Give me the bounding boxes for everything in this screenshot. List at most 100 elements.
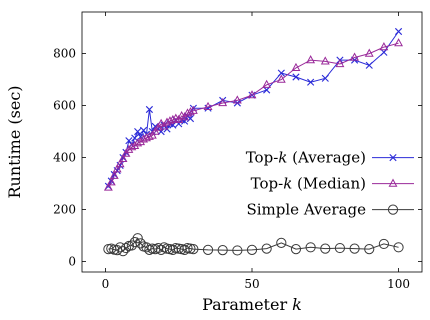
triangle-marker <box>103 182 113 191</box>
circle-marker <box>202 244 214 255</box>
circle-marker <box>135 238 146 249</box>
y-tick-label: 800 <box>53 47 76 61</box>
x-marker <box>389 154 397 162</box>
triangle-marker <box>142 133 151 142</box>
legend-item-0: Top-k (Average) <box>246 149 414 167</box>
triangle-marker <box>364 48 374 57</box>
series-1 <box>103 38 403 191</box>
circle-marker <box>132 233 143 244</box>
x-marker <box>321 74 329 82</box>
x-axis-title-text: Parameter <box>202 295 292 314</box>
legend: Top-k (Average) Top-k (Median) Simple Aver… <box>246 149 414 219</box>
y-tick-label: 0 <box>68 255 76 269</box>
x-axis-title: Parameter k <box>202 295 302 314</box>
triangle-marker <box>118 153 128 162</box>
triangle-marker <box>106 177 116 186</box>
triangle-marker <box>109 170 119 179</box>
circle-marker <box>334 242 346 254</box>
circle-marker <box>305 242 316 253</box>
legend-label: Top-k (Average) <box>246 149 366 167</box>
circle-marker <box>387 204 399 215</box>
triangle-marker <box>394 38 403 47</box>
circle-marker <box>261 243 272 254</box>
circle-marker <box>188 244 199 255</box>
triangle-marker <box>218 97 228 107</box>
y-tick-label: 600 <box>53 99 76 113</box>
triangle-marker <box>350 52 360 61</box>
circle-marker <box>117 246 129 257</box>
triangle-marker <box>262 79 272 88</box>
triangle-marker <box>150 126 160 135</box>
triangle-marker <box>153 122 163 131</box>
triangle-marker <box>306 55 316 64</box>
circle-marker <box>349 243 360 254</box>
triangle-marker <box>186 107 195 116</box>
x-marker <box>137 133 145 141</box>
circle-marker <box>232 245 243 256</box>
triangle-marker <box>174 114 184 123</box>
triangle-marker <box>156 118 166 127</box>
y-axis-title: Runtime (sec) <box>5 85 24 198</box>
triangle-marker <box>144 131 154 140</box>
circle-marker <box>120 242 132 254</box>
legend-label: Simple Average <box>246 201 366 219</box>
triangle-marker <box>133 138 143 147</box>
series-layer <box>103 27 404 257</box>
legend-item-1: Top-k (Median) <box>251 175 414 193</box>
x-tick-label: 50 <box>244 277 259 291</box>
triangle-marker <box>379 42 389 51</box>
triangle-marker <box>168 114 178 123</box>
x-marker <box>125 137 133 145</box>
triangle-marker <box>136 136 146 146</box>
legend-label: Top-k (Median) <box>251 175 366 193</box>
circle-marker <box>290 244 302 255</box>
triangle-marker <box>115 159 125 168</box>
triangle-marker <box>203 101 213 110</box>
triangle-marker <box>127 142 137 151</box>
x-marker <box>292 73 300 81</box>
x-marker <box>139 126 148 134</box>
x-marker <box>394 27 403 36</box>
triangle-marker <box>180 112 190 121</box>
y-axis-title-text: Runtime (sec) <box>5 85 24 198</box>
x-tick-label: 100 <box>387 277 410 291</box>
triangle-marker <box>232 95 242 104</box>
y-tick-label: 400 <box>53 151 76 165</box>
triangle-marker <box>159 121 169 130</box>
triangle-marker <box>188 105 198 114</box>
axis-ticks: 0 50 100 0 200 400 600 800 <box>53 12 422 291</box>
x-marker <box>134 128 142 136</box>
series-line <box>108 237 399 252</box>
triangle-marker <box>388 178 398 187</box>
circle-marker <box>217 245 228 256</box>
circle-marker <box>320 243 331 254</box>
x-tick-label: 0 <box>102 277 110 291</box>
circle-marker <box>378 238 389 250</box>
x-marker <box>307 78 315 86</box>
y-tick-label: 200 <box>53 203 76 217</box>
triangle-marker <box>320 56 330 65</box>
series-2 <box>103 233 404 257</box>
triangle-marker <box>291 62 301 71</box>
circle-marker <box>246 244 258 255</box>
circle-marker <box>364 244 375 255</box>
triangle-marker <box>130 140 140 149</box>
x-marker <box>277 69 285 77</box>
legend-item-2: Simple Average <box>246 201 414 219</box>
triangle-marker <box>139 134 148 143</box>
triangle-marker <box>162 117 172 126</box>
x-marker <box>145 105 154 114</box>
triangle-marker <box>276 74 286 83</box>
triangle-marker <box>124 144 134 153</box>
triangle-marker <box>183 108 192 117</box>
triangle-marker <box>335 58 345 68</box>
triangle-marker <box>247 90 257 99</box>
triangle-marker <box>147 130 157 139</box>
circle-marker <box>393 242 404 253</box>
x-marker <box>365 61 373 69</box>
triangle-marker <box>165 116 175 125</box>
circle-marker <box>276 237 287 248</box>
triangle-marker <box>112 164 122 173</box>
triangle-marker <box>121 148 131 157</box>
